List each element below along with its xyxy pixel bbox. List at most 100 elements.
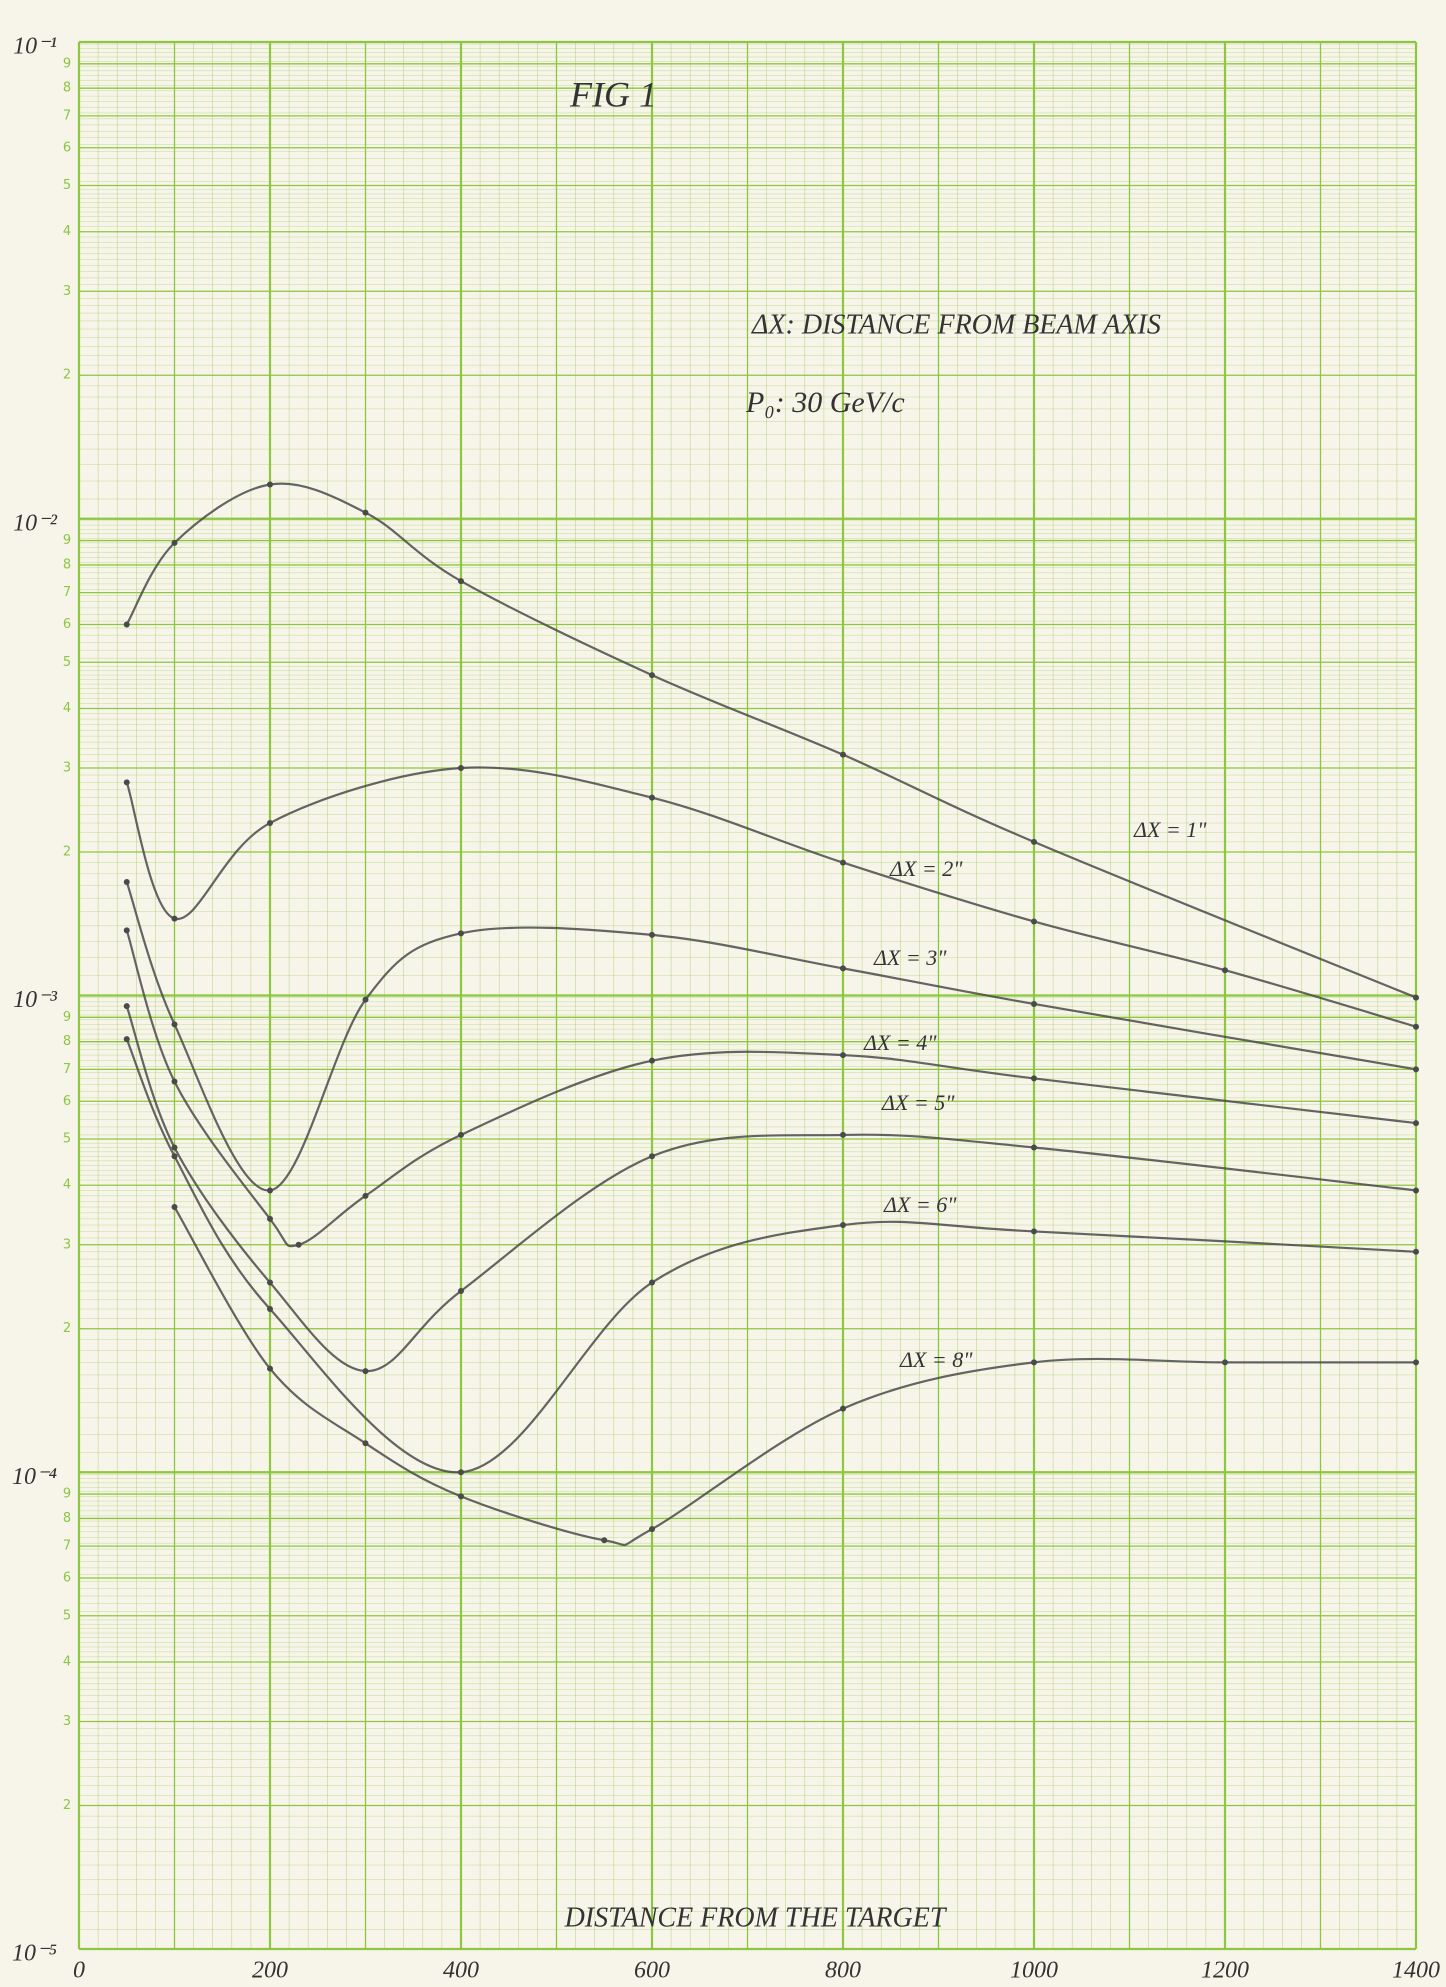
point (124, 879, 130, 885)
minor-y-tick-label: 5 (63, 1132, 71, 1147)
minor-y-tick-label: 6 (63, 617, 71, 632)
point (458, 578, 464, 584)
chart: ΔX = 1" ΔX = 2" ΔX = 3" ΔX = 4" ΔX = 5" ΔX = … (0, 0, 1446, 1987)
point (363, 997, 369, 1003)
minor-y-tick-label: 3 (63, 1714, 71, 1729)
point (1413, 1024, 1419, 1030)
series-label: ΔX = 5" (881, 1090, 955, 1115)
minor-y-tick-label: 4 (63, 224, 71, 239)
minor-y-tick-label: 8 (63, 557, 71, 572)
series-label: ΔX = 4" (863, 1030, 937, 1055)
point (296, 1242, 302, 1248)
minor-y-tick-label: 6 (63, 1571, 71, 1586)
point (840, 1222, 846, 1228)
minor-y-tick-label: 7 (63, 108, 71, 123)
point (649, 1153, 655, 1159)
point (1413, 1187, 1419, 1193)
point (1413, 1120, 1419, 1126)
point (649, 932, 655, 938)
point (1222, 967, 1228, 973)
chart-title: FIG 1 (569, 74, 657, 114)
y-tick-label: 10⁻² (13, 510, 58, 536)
series-label: ΔX = 6" (883, 1192, 957, 1217)
point (649, 795, 655, 801)
minor-y-tick-label: 6 (63, 1094, 71, 1109)
minor-y-tick-label: 3 (63, 1237, 71, 1252)
point (172, 540, 178, 546)
minor-y-tick-label: 6 (63, 140, 71, 155)
point (172, 1021, 178, 1027)
point (649, 1280, 655, 1286)
x-tick-label: 1400 (1392, 1958, 1440, 1984)
point (1031, 1001, 1037, 1007)
point (458, 1132, 464, 1138)
minor-y-tick-label: 4 (63, 1178, 71, 1193)
minor-y-tick-label: 4 (63, 701, 71, 716)
point (1031, 918, 1037, 924)
x-tick-label: 600 (634, 1958, 670, 1984)
y-tick-label: 10⁻¹ (13, 34, 57, 60)
point (172, 1079, 178, 1085)
point (124, 927, 130, 933)
minor-y-tick-label: 5 (63, 178, 71, 193)
point (1413, 1066, 1419, 1072)
point (1222, 1359, 1228, 1365)
minor-y-tick-label: 4 (63, 1654, 71, 1669)
minor-y-tick-label: 8 (63, 1511, 71, 1526)
minor-y-tick-label: 7 (63, 585, 71, 600)
point (1031, 1359, 1037, 1365)
y-tick-label: 10⁻⁵ (12, 1941, 57, 1967)
point (458, 1469, 464, 1475)
minor-y-tick-label: 2 (63, 1798, 71, 1813)
x-tick-label: 1000 (1010, 1958, 1058, 1984)
minor-y-tick-label: 2 (63, 368, 71, 383)
point (840, 860, 846, 866)
point (172, 916, 178, 922)
minor-y-tick-label: 9 (63, 56, 71, 71)
point (267, 1187, 273, 1193)
point (840, 1052, 846, 1058)
series-label: ΔX = 1" (1133, 817, 1207, 842)
minor-y-tick-label: 2 (63, 1321, 71, 1336)
point (458, 1288, 464, 1294)
point (1031, 1228, 1037, 1234)
point (1031, 1144, 1037, 1150)
point (649, 1526, 655, 1532)
point (458, 765, 464, 771)
point (840, 1132, 846, 1138)
point (124, 622, 130, 628)
point (172, 1144, 178, 1150)
point (267, 1306, 273, 1312)
x-tick-label: 1200 (1201, 1958, 1249, 1984)
series-label: ΔX = 2" (889, 856, 963, 881)
series-label: ΔX = 3" (873, 945, 947, 970)
point (1413, 995, 1419, 1001)
x-axis-label: DISTANCE FROM THE TARGET (564, 1902, 948, 1933)
point (267, 1280, 273, 1286)
y-tick-label: 10⁻⁴ (12, 1464, 57, 1490)
paper (0, 0, 1446, 1987)
minor-y-tick-label: 3 (63, 284, 71, 299)
point (840, 965, 846, 971)
point (267, 1366, 273, 1372)
point (458, 1493, 464, 1499)
point (267, 1216, 273, 1222)
minor-y-tick-label: 8 (63, 81, 71, 96)
point (649, 1058, 655, 1064)
point (1031, 1075, 1037, 1081)
minor-y-tick-label: 5 (63, 655, 71, 670)
x-tick-label: 400 (443, 1958, 479, 1984)
point (267, 481, 273, 487)
point (1413, 1359, 1419, 1365)
point (840, 752, 846, 758)
series-label: ΔX = 8" (899, 1347, 973, 1372)
point (840, 1406, 846, 1412)
point (124, 779, 130, 785)
minor-y-tick-label: 2 (63, 844, 71, 859)
y-tick-label: 10⁻³ (13, 987, 58, 1013)
annotation: ΔX: DISTANCE FROM BEAM AXIS (751, 309, 1161, 340)
x-tick-label: 0 (73, 1958, 85, 1984)
point (1031, 839, 1037, 845)
point (649, 672, 655, 678)
minor-y-tick-label: 9 (63, 1487, 71, 1502)
